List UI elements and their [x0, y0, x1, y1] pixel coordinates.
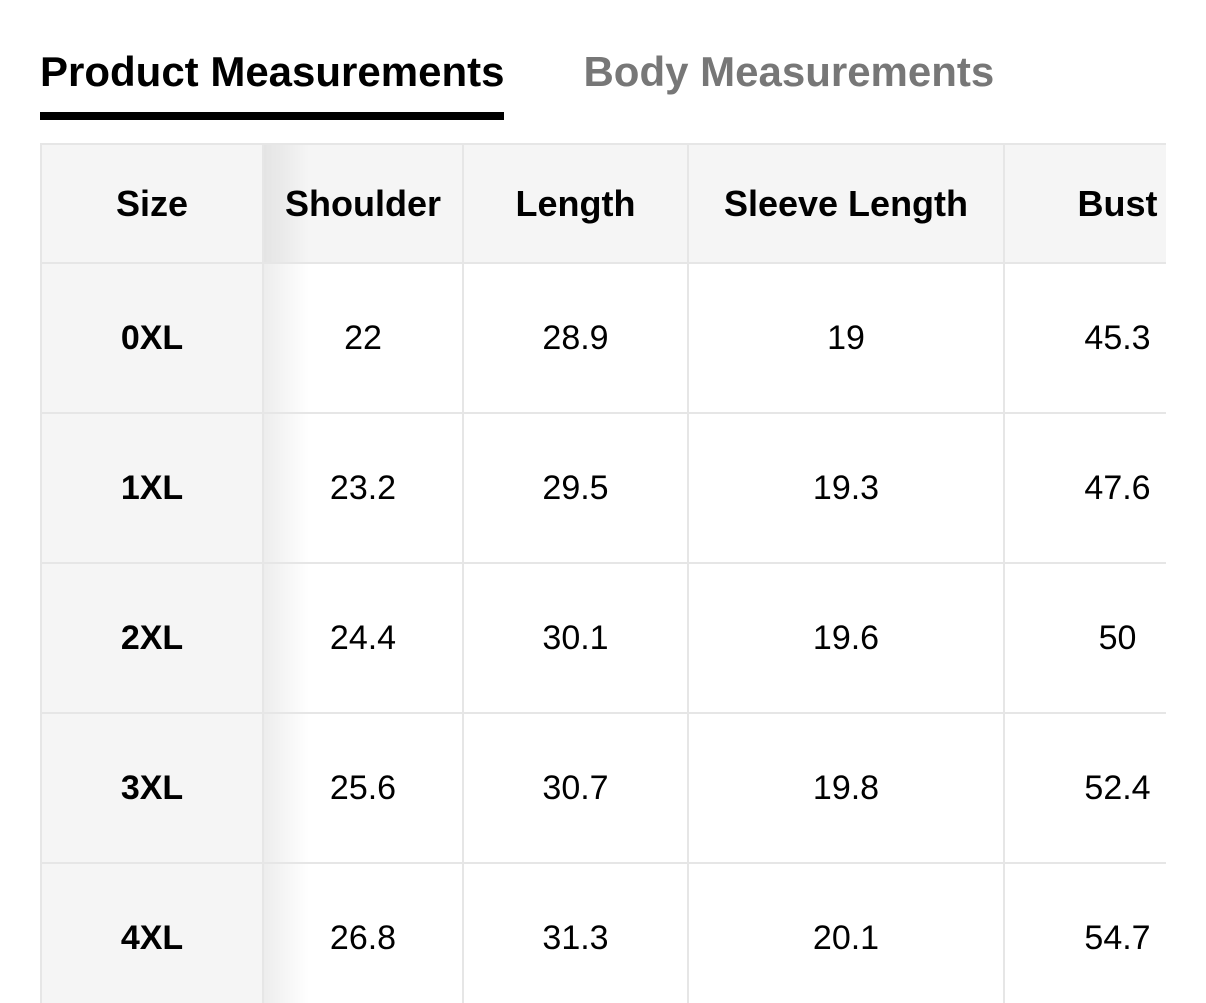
- cell-sleeve-length: 20.1: [687, 862, 1005, 1003]
- cell-bust: 45.3: [1003, 262, 1166, 414]
- cell-length: 31.3: [462, 862, 689, 1003]
- cell-sleeve-length: 19: [687, 262, 1005, 414]
- cell-length: 29.5: [462, 412, 689, 564]
- header-size: Size: [40, 143, 264, 264]
- cell-shoulder: 24.4: [262, 562, 464, 714]
- measurement-tabs: Product Measurements Body Measurements: [40, 46, 994, 120]
- table-row: 1XL 23.2 29.5 19.3 47.6: [40, 412, 1166, 564]
- cell-sleeve-length: 19.6: [687, 562, 1005, 714]
- cell-shoulder: 26.8: [262, 862, 464, 1003]
- cell-length: 30.7: [462, 712, 689, 864]
- cell-shoulder: 25.6: [262, 712, 464, 864]
- table-row: 0XL 22 28.9 19 45.3: [40, 262, 1166, 414]
- cell-shoulder: 23.2: [262, 412, 464, 564]
- cell-length: 30.1: [462, 562, 689, 714]
- cell-sleeve-length: 19.8: [687, 712, 1005, 864]
- table-row: 4XL 26.8 31.3 20.1 54.7: [40, 862, 1166, 1003]
- cell-size: 4XL: [40, 862, 264, 1003]
- header-bust: Bust: [1003, 143, 1166, 264]
- table-header-row: Size Shoulder Length Sleeve Length Bust: [40, 143, 1166, 264]
- table-row: 3XL 25.6 30.7 19.8 52.4: [40, 712, 1166, 864]
- cell-length: 28.9: [462, 262, 689, 414]
- cell-bust: 54.7: [1003, 862, 1166, 1003]
- header-length: Length: [462, 143, 689, 264]
- cell-bust: 52.4: [1003, 712, 1166, 864]
- cell-size: 0XL: [40, 262, 264, 414]
- cell-size: 3XL: [40, 712, 264, 864]
- size-table: Size Shoulder Length Sleeve Length Bust …: [40, 143, 1166, 1003]
- cell-size: 2XL: [40, 562, 264, 714]
- cell-size: 1XL: [40, 412, 264, 564]
- cell-sleeve-length: 19.3: [687, 412, 1005, 564]
- header-shoulder: Shoulder: [262, 143, 464, 264]
- cell-shoulder: 22: [262, 262, 464, 414]
- cell-bust: 47.6: [1003, 412, 1166, 564]
- tab-product-measurements[interactable]: Product Measurements: [40, 46, 505, 120]
- cell-bust: 50: [1003, 562, 1166, 714]
- tab-body-measurements[interactable]: Body Measurements: [583, 48, 995, 95]
- header-sleeve-length: Sleeve Length: [687, 143, 1005, 264]
- size-table-scroll[interactable]: Size Shoulder Length Sleeve Length Bust …: [40, 143, 1166, 1003]
- table-row: 2XL 24.4 30.1 19.6 50: [40, 562, 1166, 714]
